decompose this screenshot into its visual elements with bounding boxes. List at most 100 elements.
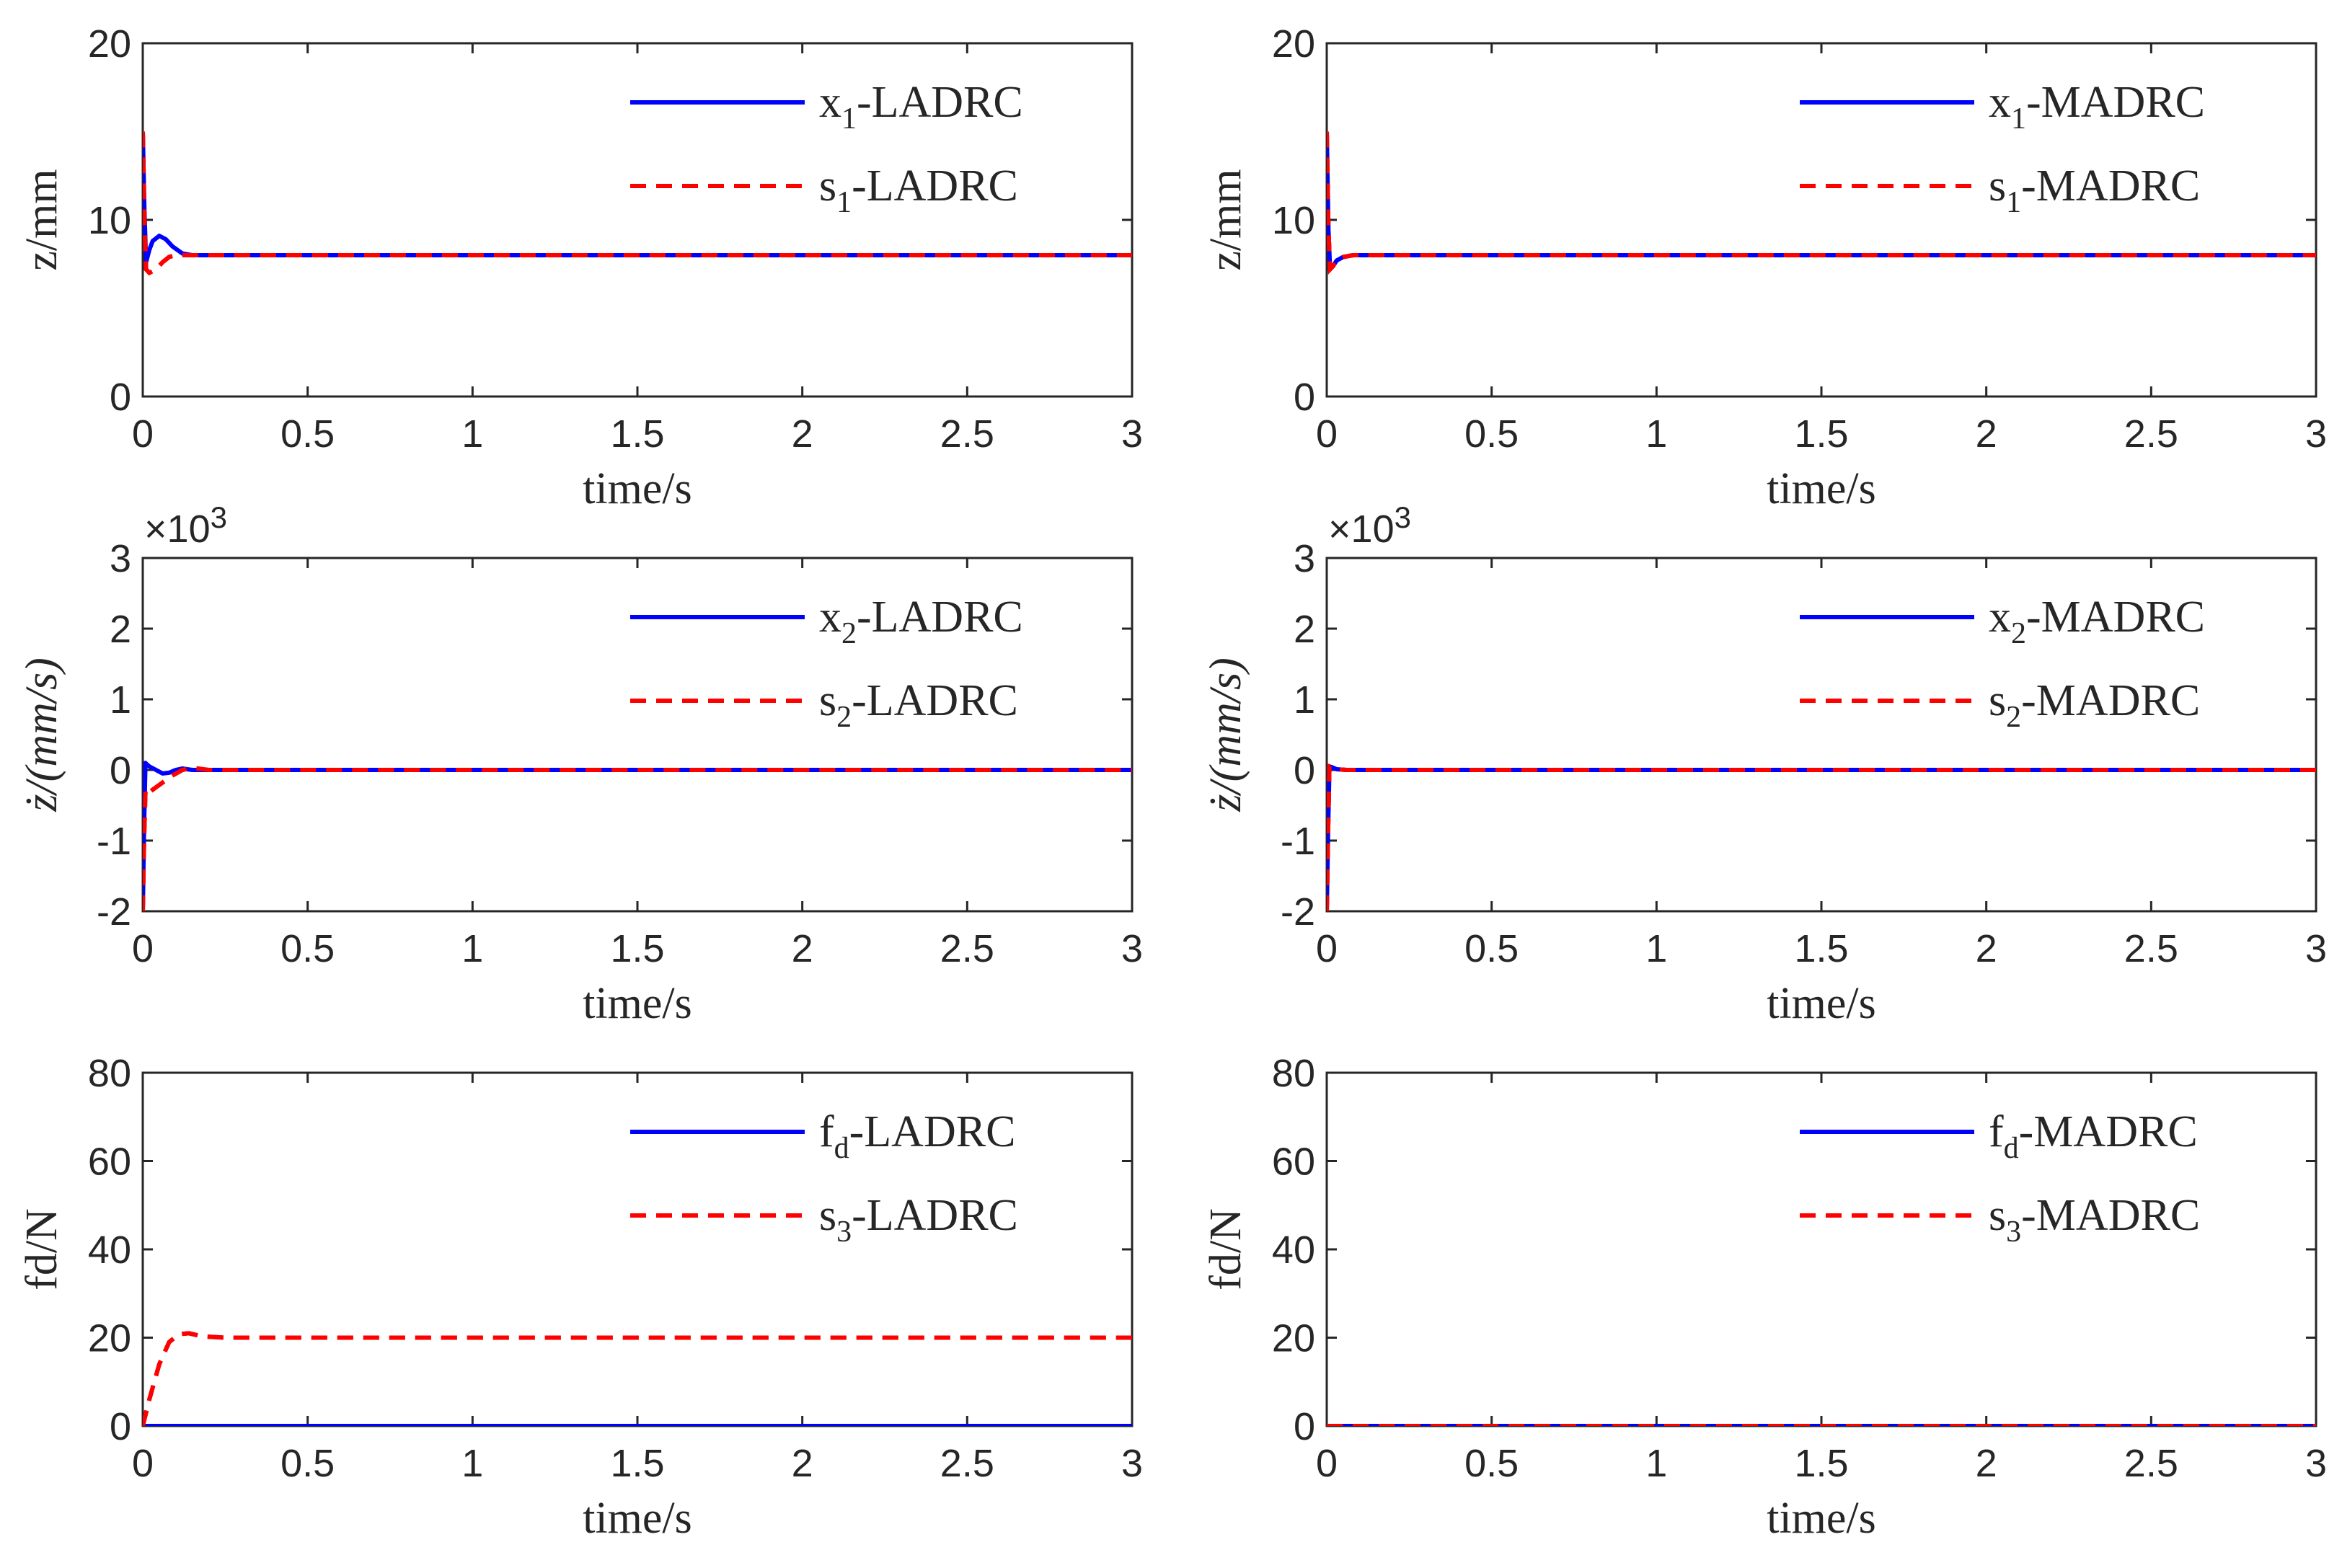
x-tick-label: 2.5	[2124, 1442, 2178, 1485]
x-tick-label: 3	[2305, 1442, 2327, 1485]
series-line-x2	[143, 761, 1132, 911]
y-axis-label: ż/(mm/s)	[1201, 657, 1250, 812]
legend-label: s2-LADRC	[819, 676, 1018, 734]
x-axis-label: time/s	[1767, 464, 1876, 513]
x-tick-label: 0	[1316, 412, 1338, 456]
x-tick-label: 1	[461, 1442, 483, 1485]
y-tick-label: 2	[1294, 608, 1315, 651]
y-exponent-label: ×103	[1328, 500, 1411, 551]
x-tick-label: 2.5	[2124, 927, 2178, 970]
x-tick-label: 2	[1976, 412, 1997, 456]
series-line-overlay	[1327, 763, 2316, 911]
x-tick-label: 1	[1645, 1442, 1667, 1485]
y-tick-label: 3	[110, 537, 131, 580]
y-tick-label: 10	[88, 199, 131, 242]
y-tick-label: 60	[1272, 1140, 1315, 1184]
y-tick-label: 0	[110, 749, 131, 792]
x-tick-label: 2.5	[2124, 412, 2178, 456]
x-tick-label: 1.5	[1794, 412, 1848, 456]
y-tick-label: 60	[88, 1140, 131, 1184]
x-tick-label: 2	[792, 1442, 813, 1485]
y-tick-label: 40	[1272, 1228, 1315, 1272]
y-tick-label: 40	[88, 1228, 131, 1272]
y-tick-label: 3	[1294, 537, 1315, 580]
x-axis-label: time/s	[583, 1494, 692, 1543]
x-tick-label: 2.5	[940, 1442, 994, 1485]
x-tick-label: 0.5	[1464, 927, 1519, 970]
subplot-1: 0 0.5 1 1.5 2 2.5 3 0 10 20 time/s z/mm x1-LADRC s1-L…	[17, 22, 1143, 513]
y-tick-label: 80	[1272, 1052, 1315, 1095]
y-axis-label: fd/N	[17, 1208, 66, 1290]
y-tick-label: 1	[110, 678, 131, 722]
x-axis-label: time/s	[583, 464, 692, 513]
x-tick-label: 1.5	[1794, 927, 1848, 970]
subplot-4: 0 0.5 1 1.5 2 2.5 3 -2 -1 0 1 2 3 ×103 time/s ż/(mm/s) x…	[1201, 500, 2327, 1028]
series-line-overlay	[143, 1331, 1132, 1426]
x-tick-label: 1	[1645, 927, 1667, 970]
series-line-overlay	[143, 766, 1132, 911]
x-tick-label: 0	[132, 1442, 154, 1485]
y-axis-label: z/mm	[17, 169, 66, 270]
x-tick-label: 1	[1645, 412, 1667, 456]
legend-label: s3-MADRC	[1989, 1191, 2200, 1249]
subplot-3: 0 0.5 1 1.5 2 2.5 3 -2 -1 0 1 2 3 ×103 time/s ż/(mm/s) x…	[17, 500, 1143, 1028]
y-tick-label: 0	[1294, 1405, 1315, 1448]
y-tick-label: 80	[88, 1052, 131, 1095]
y-tick-label: 0	[1294, 376, 1315, 419]
x-tick-label: 0	[1316, 927, 1338, 970]
x-tick-label: 0.5	[280, 412, 335, 456]
x-tick-label: 3	[1121, 1442, 1143, 1485]
y-tick-label: 20	[88, 1317, 131, 1360]
y-tick-label: 0	[1294, 749, 1315, 792]
legend-label: x1-LADRC	[819, 78, 1023, 136]
y-tick-label: 20	[1272, 22, 1315, 66]
legend-label: x2-LADRC	[819, 593, 1023, 650]
y-exponent-label: ×103	[144, 500, 227, 551]
x-tick-label: 1.5	[610, 927, 664, 970]
legend-label: s2-MADRC	[1989, 676, 2200, 734]
y-axis-label: z/mm	[1201, 169, 1250, 270]
y-tick-label: 2	[110, 608, 131, 651]
legend-label: x2-MADRC	[1989, 593, 2205, 650]
legend-label: s1-LADRC	[819, 161, 1018, 219]
x-tick-label: 2	[1976, 927, 1997, 970]
y-tick-label: 20	[88, 22, 131, 66]
series-line-overlay	[1327, 131, 2316, 275]
x-tick-label: 3	[1121, 412, 1143, 456]
legend-label: s1-MADRC	[1989, 161, 2200, 219]
x-tick-label: 1.5	[610, 1442, 664, 1485]
y-axis-label: ż/(mm/s)	[17, 657, 66, 812]
subplot-6: 0 0.5 1 1.5 2 2.5 3 0 20 40 60 80 time/s fd/N fd-MADRC…	[1201, 1052, 2327, 1543]
x-tick-label: 1.5	[610, 412, 664, 456]
series-line-overlay	[143, 131, 1132, 276]
x-tick-label: 0	[132, 412, 154, 456]
x-tick-label: 1.5	[1794, 1442, 1848, 1485]
y-tick-label: 10	[1272, 199, 1315, 242]
x-tick-label: 2.5	[940, 927, 994, 970]
x-tick-label: 2	[1976, 1442, 1997, 1485]
y-tick-label: 0	[110, 1405, 131, 1448]
legend-label: fd-LADRC	[819, 1107, 1015, 1165]
subplot-2: 0 0.5 1 1.5 2 2.5 3 0 10 20 time/s z/mm x1-MADRC s1-M…	[1201, 22, 2327, 513]
legend-label: fd-MADRC	[1989, 1107, 2198, 1165]
x-tick-label: 3	[2305, 927, 2327, 970]
y-tick-label: -2	[97, 890, 131, 934]
x-tick-label: 0	[1316, 1442, 1338, 1485]
x-tick-label: 0.5	[280, 927, 335, 970]
y-tick-label: -2	[1281, 890, 1315, 934]
x-tick-label: 2	[792, 927, 813, 970]
x-tick-label: 3	[1121, 927, 1143, 970]
x-tick-label: 3	[2305, 412, 2327, 456]
x-axis-label: time/s	[583, 979, 692, 1028]
y-axis-label: fd/N	[1201, 1208, 1250, 1290]
y-tick-label: -1	[1281, 820, 1315, 863]
x-tick-label: 0.5	[280, 1442, 335, 1485]
y-tick-label: 20	[1272, 1317, 1315, 1360]
y-tick-label: 0	[110, 376, 131, 419]
x-tick-label: 1	[461, 412, 483, 456]
x-axis-label: time/s	[1767, 979, 1876, 1028]
y-tick-label: -1	[97, 820, 131, 863]
legend-label: s3-LADRC	[819, 1191, 1018, 1249]
x-tick-label: 0.5	[1464, 1442, 1519, 1485]
